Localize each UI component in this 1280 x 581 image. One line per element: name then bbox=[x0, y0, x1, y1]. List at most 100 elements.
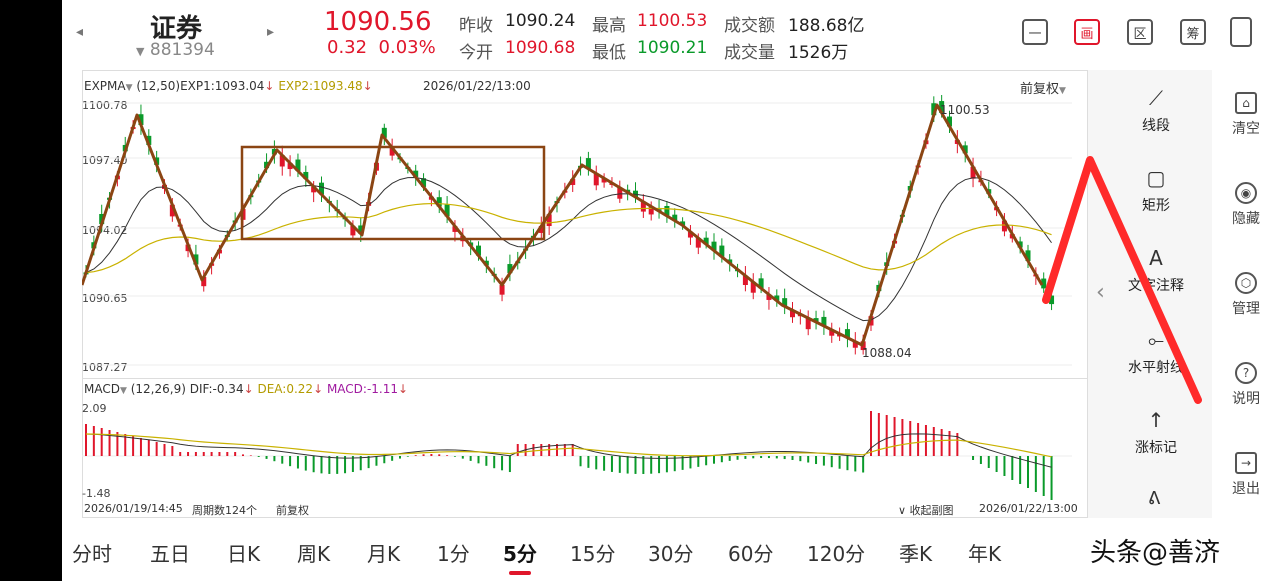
amount-label: 成交额 bbox=[724, 16, 775, 36]
candle-body bbox=[601, 178, 607, 183]
prev-stock-arrow[interactable]: ◂ bbox=[76, 24, 84, 40]
range-button[interactable]: 区 bbox=[1127, 19, 1153, 45]
candle-body bbox=[680, 221, 686, 226]
tab-daily-k[interactable]: 日K bbox=[227, 542, 261, 566]
eye-icon: ◉ bbox=[1235, 182, 1257, 204]
price-label-2: 1097.40 bbox=[82, 154, 128, 167]
tab-1min[interactable]: 1分 bbox=[437, 542, 470, 566]
footer-periods: 周期数124个 bbox=[192, 504, 257, 517]
candle-body bbox=[750, 282, 756, 293]
horizontal-ray-icon: ⟜ bbox=[1148, 328, 1164, 352]
amount-value: 188.68亿 bbox=[788, 16, 865, 36]
tab-weekly-k[interactable]: 周K bbox=[297, 542, 331, 566]
candle-body bbox=[507, 264, 513, 274]
candle-body bbox=[758, 278, 764, 289]
candlestick-chart[interactable] bbox=[82, 95, 1088, 380]
tab-60min[interactable]: 60分 bbox=[728, 542, 774, 566]
tool-line-segment[interactable]: ⟋ 线段 bbox=[1142, 86, 1170, 134]
candle-body bbox=[617, 187, 623, 199]
next-stock-arrow[interactable]: ▸ bbox=[267, 24, 275, 40]
candle-body bbox=[193, 254, 199, 265]
tab-quarterly-k[interactable]: 季K bbox=[899, 542, 933, 566]
macd-chart[interactable] bbox=[82, 398, 1088, 500]
tab-5min[interactable]: 5分 bbox=[503, 542, 537, 566]
rectangle-icon: ▢ bbox=[1146, 166, 1166, 190]
tab-five-day[interactable]: 五日 bbox=[150, 542, 190, 566]
tab-30min[interactable]: 30分 bbox=[648, 542, 694, 566]
candle-body bbox=[821, 316, 827, 326]
tool-horizontal-ray[interactable]: ⟜ 水平射线 bbox=[1128, 328, 1184, 376]
tab-120min[interactable]: 120分 bbox=[807, 542, 866, 566]
candle-body bbox=[970, 166, 976, 179]
open-value: 1090.68 bbox=[505, 38, 576, 58]
gear-icon: ⬡ bbox=[1235, 272, 1257, 294]
macd-indicator-row: MACD▼ (12,26,9) DIF:-0.34↓ DEA:0.22↓ MAC… bbox=[84, 382, 409, 396]
dropdown-icon: ▼ bbox=[125, 83, 133, 93]
chart-divider bbox=[82, 378, 1088, 379]
collapse-panel-arrow[interactable]: ‹ bbox=[1096, 280, 1105, 305]
candle-body bbox=[413, 170, 419, 178]
candle-body bbox=[570, 178, 576, 185]
candle-body bbox=[538, 226, 544, 233]
minus-button[interactable]: 一 bbox=[1022, 19, 1048, 45]
rectangle-drawing bbox=[240, 145, 546, 241]
chart-frame bbox=[82, 70, 1088, 518]
main-indicator-row: EXPMA▼ (12,50)EXP1:1093.04↓ EXP2:1093.48… bbox=[84, 79, 373, 93]
side-manage[interactable]: ⬡ 管理 bbox=[1212, 272, 1280, 318]
side-exit[interactable]: → 退出 bbox=[1212, 452, 1280, 498]
candle-body bbox=[201, 276, 207, 287]
macd-top-label: 2.09 bbox=[82, 402, 107, 415]
candle-body bbox=[99, 213, 105, 225]
tool-rectangle[interactable]: ▢ 矩形 bbox=[1142, 166, 1170, 214]
side-clear[interactable]: ⌂ 清空 bbox=[1212, 92, 1280, 138]
high-label: 最高 bbox=[592, 16, 626, 36]
volume-value: 1526万 bbox=[788, 43, 849, 63]
candle-body bbox=[546, 214, 552, 227]
candle-body bbox=[444, 204, 450, 217]
candle-body bbox=[452, 226, 458, 232]
more-tools-icon[interactable]: ᕕ bbox=[1148, 488, 1161, 509]
candle-body bbox=[1017, 241, 1023, 248]
volume-label: 成交量 bbox=[724, 43, 775, 63]
tab-yearly-k[interactable]: 年K bbox=[968, 542, 1002, 566]
low-value: 1090.21 bbox=[637, 38, 708, 58]
candle-body bbox=[311, 186, 317, 193]
candle-body bbox=[1001, 220, 1007, 232]
candle-body bbox=[476, 245, 481, 256]
high-mark: 1100.53 bbox=[940, 103, 990, 117]
macd-indicator-select[interactable]: MACD bbox=[84, 382, 120, 396]
candle-body bbox=[774, 295, 780, 301]
candle-body bbox=[703, 237, 709, 245]
tab-monthly-k[interactable]: 月K bbox=[367, 542, 401, 566]
tool-up-mark[interactable]: ↑ 涨标记 bbox=[1135, 408, 1177, 456]
candle-body bbox=[358, 225, 364, 234]
chips-button[interactable]: 筹 bbox=[1180, 19, 1206, 45]
candle-body bbox=[436, 197, 442, 207]
side-hide[interactable]: ◉ 隐藏 bbox=[1212, 182, 1280, 228]
candle-body bbox=[499, 284, 505, 295]
candle-body bbox=[138, 114, 144, 126]
candle-body bbox=[766, 294, 772, 300]
tab-intraday[interactable]: 分时 bbox=[72, 542, 112, 566]
adjust-select[interactable]: 前复权▼ bbox=[1020, 82, 1066, 97]
tab-15min[interactable]: 15分 bbox=[570, 542, 616, 566]
low-label: 最低 bbox=[592, 43, 626, 63]
candle-body bbox=[350, 225, 356, 236]
candle-body bbox=[421, 178, 427, 187]
collapse-subchart-button[interactable]: ∨ 收起副图 bbox=[898, 504, 954, 517]
main-indicator-select[interactable]: EXPMA bbox=[84, 79, 126, 93]
active-tab-indicator bbox=[509, 571, 531, 575]
question-icon: ? bbox=[1235, 362, 1257, 384]
draw-button[interactable]: 画 bbox=[1074, 19, 1100, 45]
chart-timestamp: 2026/01/22/13:00 bbox=[423, 79, 531, 93]
stock-code[interactable]: ▼ 881394 bbox=[136, 40, 215, 60]
candle-body bbox=[672, 214, 678, 221]
candle-body bbox=[711, 241, 717, 251]
footer-end: 2026/01/22/13:00 bbox=[979, 502, 1078, 515]
candle-body bbox=[295, 159, 301, 171]
rotate-screen-icon[interactable] bbox=[1230, 17, 1252, 47]
exit-icon: → bbox=[1235, 452, 1257, 474]
dif-line bbox=[85, 433, 1052, 468]
candle-body bbox=[931, 103, 937, 116]
side-help[interactable]: ? 说明 bbox=[1212, 362, 1280, 408]
